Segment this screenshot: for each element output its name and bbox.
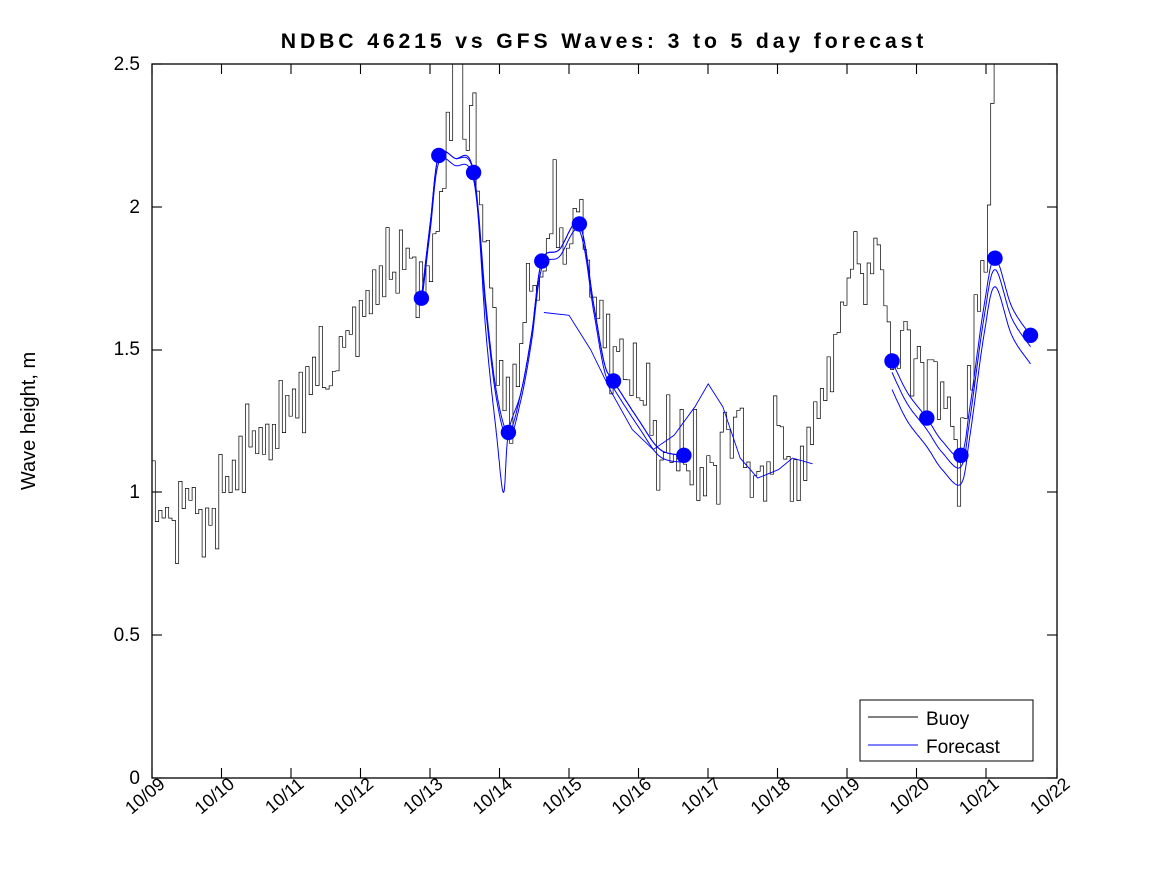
svg-text:10/17: 10/17 [677,774,724,818]
svg-text:0.5: 0.5 [114,625,140,646]
svg-text:1: 1 [129,482,140,503]
svg-text:Wave height, m: Wave height, m [18,352,40,490]
svg-text:2.5: 2.5 [114,54,140,75]
svg-text:10/14: 10/14 [469,774,516,818]
svg-text:10/21: 10/21 [955,774,1002,818]
svg-text:0: 0 [129,768,140,789]
svg-text:Buoy: Buoy [926,709,970,730]
svg-text:10/18: 10/18 [747,774,794,818]
svg-text:10/12: 10/12 [330,774,377,818]
svg-text:10/09: 10/09 [121,774,168,818]
svg-text:10/16: 10/16 [608,774,655,818]
svg-text:10/20: 10/20 [886,774,933,818]
svg-text:10/11: 10/11 [261,774,307,817]
svg-text:2: 2 [129,197,140,218]
svg-text:10/15: 10/15 [538,774,585,818]
svg-text:NDBC 46215 vs GFS Waves: 3 to: NDBC 46215 vs GFS Waves: 3 to 5 day fore… [281,30,927,53]
svg-text:10/22: 10/22 [1026,774,1073,818]
svg-text:10/19: 10/19 [816,774,863,818]
svg-text:1.5: 1.5 [114,339,140,360]
svg-text:Forecast: Forecast [926,737,1001,758]
svg-text:10/13: 10/13 [399,774,446,818]
svg-text:10/10: 10/10 [191,774,238,818]
